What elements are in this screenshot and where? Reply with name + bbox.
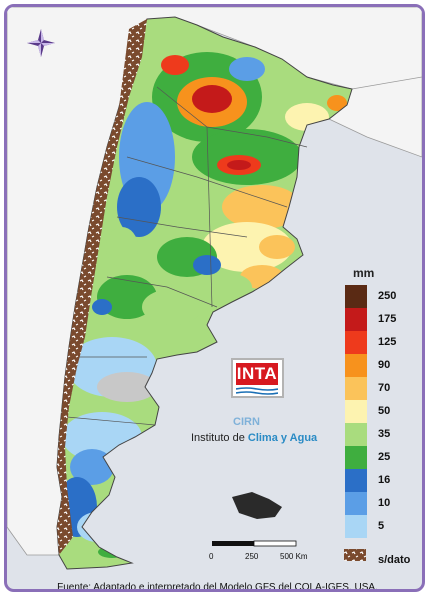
institute-name: Instituto de Clima y Agua: [191, 432, 318, 444]
inta-waves-icon: [236, 387, 278, 395]
precipitation-map: [7, 7, 422, 570]
source-footer: Fuente: Adaptado e interpretado del Mode…: [57, 582, 378, 592]
legend-swatch-125: [345, 331, 367, 354]
cirn-label: CIRN: [233, 416, 260, 428]
legend-label-50: 50: [378, 405, 391, 417]
legend-swatch-5: [345, 515, 367, 538]
legend-swatch-90: [345, 354, 367, 377]
malvinas-islands: [232, 492, 282, 519]
legend-swatch-25: [345, 446, 367, 469]
legend-swatch-70: [345, 377, 367, 400]
nodata-pattern-icon: [344, 549, 366, 561]
legend-label-10: 10: [378, 497, 391, 509]
legend-colorbar: [345, 285, 367, 538]
andes-nodata-area: [57, 19, 147, 555]
legend-label-16: 16: [378, 474, 391, 486]
scale-end: 500 Km: [280, 552, 308, 561]
legend-swatch-35: [345, 423, 367, 446]
inta-logo-text: INTA: [236, 363, 278, 385]
legend-swatch-250: [345, 285, 367, 308]
province-borders: [66, 86, 308, 426]
legend-label-90: 90: [378, 359, 391, 371]
legend-label-5: 5: [378, 520, 385, 532]
legend-label-70: 70: [378, 382, 391, 394]
legend-swatch-175: [345, 308, 367, 331]
scale-bar: [212, 540, 297, 547]
legend-label-250: 250: [378, 290, 397, 302]
scale-mid: 250: [245, 552, 259, 561]
nodata-label: s/dato: [378, 554, 411, 566]
legend-label-35: 35: [378, 428, 391, 440]
compass-rose-icon: [27, 29, 55, 57]
legend-swatch-16: [345, 469, 367, 492]
scale-zero: 0: [209, 552, 214, 561]
legend-swatch-50: [345, 400, 367, 423]
legend-label-175: 175: [378, 313, 397, 325]
legend-label-125: 125: [378, 336, 397, 348]
legend-title: mm: [353, 266, 375, 280]
legend-swatch-10: [345, 492, 367, 515]
legend-label-25: 25: [378, 451, 391, 463]
map-frame: mm 250 175 125 90 70 50 35 25 16 10 5 INTA CIRN In…: [4, 4, 425, 592]
